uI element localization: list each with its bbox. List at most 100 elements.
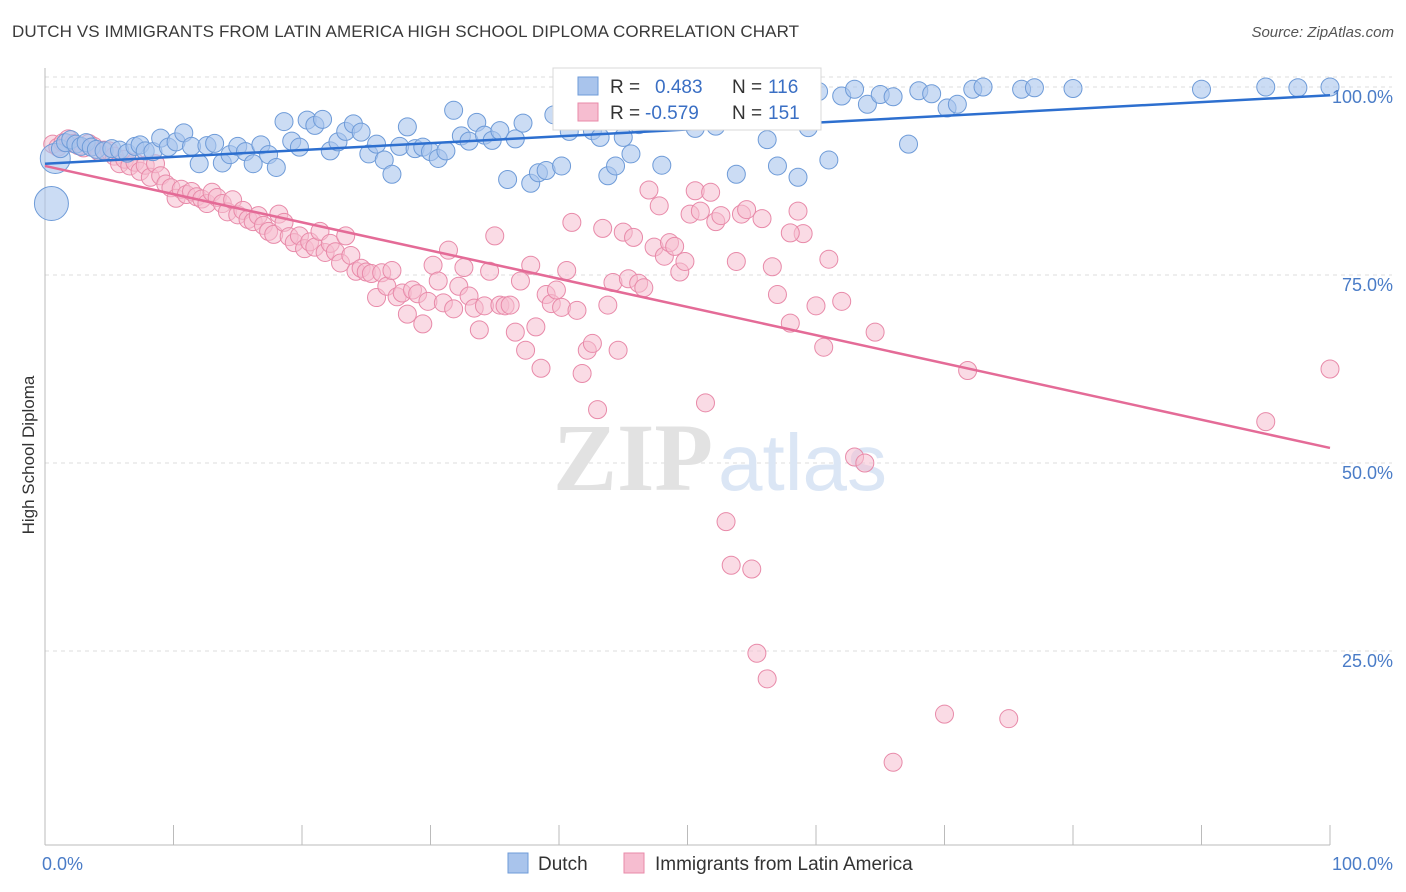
latin-point-107: [593, 218, 613, 238]
latin-point-154: [999, 709, 1019, 729]
dutch-point-48: [382, 164, 402, 184]
latin-point-139: [757, 669, 777, 689]
latin-point-130: [711, 206, 731, 226]
latin-point-74: [423, 255, 443, 275]
dutch-point-95: [767, 156, 787, 176]
latin-point-133: [726, 251, 746, 271]
dutch-point-33: [266, 157, 286, 177]
latin-point-136: [742, 559, 762, 579]
latin-point-72: [413, 314, 433, 334]
latin-point-151: [865, 322, 885, 342]
dutch-point-70: [552, 156, 572, 176]
y-tick-label-25: 25.0%: [1342, 651, 1393, 671]
dutch-point-75: [590, 127, 610, 147]
chart-title: DUTCH VS IMMIGRANTS FROM LATIN AMERICA H…: [12, 22, 800, 41]
latin-point-100: [557, 260, 577, 280]
latin-america-points: [43, 129, 1340, 772]
dutch-point-106: [899, 134, 919, 154]
latin-point-135: [737, 200, 757, 220]
dutch-point-65: [513, 113, 533, 133]
dutch-point-100: [819, 150, 839, 170]
latin-point-137: [747, 643, 767, 663]
bottom-legend-latin-swatch: [623, 852, 645, 874]
latin-point-95: [531, 358, 551, 378]
dutch-point-110: [947, 94, 967, 114]
latin-point-108: [598, 295, 618, 315]
dutch-point-44: [351, 122, 371, 142]
latin-point-94: [526, 317, 546, 337]
dutch-point-116: [1192, 79, 1211, 99]
dutch-point-94: [757, 130, 777, 150]
y-axis-label: High School Diploma: [19, 375, 38, 534]
legend-latin-n-label: N =: [732, 103, 762, 124]
legend-dutch-n-value: 116: [768, 77, 798, 98]
latin-point-89: [500, 295, 520, 315]
dutch-point-103: [857, 94, 877, 114]
watermark-zip: ZIP: [553, 404, 713, 511]
latin-point-148: [832, 291, 852, 311]
legend-latin-swatch: [577, 102, 599, 122]
dutch-point-115: [1063, 79, 1083, 99]
dutch-point-0: [33, 186, 69, 222]
latin-point-75: [428, 271, 448, 291]
dutch-point-56: [444, 100, 464, 120]
latin-point-92: [516, 340, 536, 360]
latin-point-106: [588, 400, 608, 420]
latin-point-118: [649, 196, 669, 216]
latin-point-150: [855, 453, 875, 473]
dutch-point-102: [845, 79, 865, 99]
bottom-legend-latin-label: Immigrants from Latin America: [655, 854, 913, 875]
dutch-point-91: [726, 164, 746, 184]
latin-point-152: [883, 752, 903, 772]
tick-labels: 25.0% 50.0% 75.0% 100.0% 0.0% 100.0%: [42, 87, 1393, 874]
dutch-points: [33, 77, 1340, 222]
y-tick-label-50: 50.0%: [1342, 463, 1393, 483]
dutch-point-63: [498, 169, 518, 189]
latin-point-126: [690, 201, 710, 221]
latin-point-103: [572, 364, 592, 384]
latin-point-147: [819, 249, 839, 269]
dutch-point-108: [922, 84, 942, 104]
latin-point-105: [582, 333, 602, 353]
dutch-point-77: [606, 156, 626, 176]
dutch-point-23: [189, 154, 209, 174]
dutch-point-50: [397, 117, 417, 137]
dutch-point-46: [367, 134, 387, 154]
latin-point-145: [806, 296, 826, 316]
latin-point-131: [716, 512, 736, 532]
y-tick-label-75: 75.0%: [1342, 275, 1393, 295]
legend-latin-n-value: 151: [768, 103, 800, 124]
latin-point-156: [1320, 359, 1340, 379]
bottom-legend: Dutch Immigrants from Latin America: [507, 852, 913, 875]
latin-point-101: [562, 212, 582, 232]
latin-point-93: [521, 255, 541, 275]
latin-point-86: [485, 226, 505, 246]
latin-point-155: [1256, 412, 1276, 432]
latin-point-146: [814, 337, 834, 357]
latin-point-110: [608, 340, 628, 360]
legend-dutch-swatch: [577, 76, 599, 96]
dutch-point-36: [289, 137, 309, 157]
legend-dutch-r-label: R =: [610, 77, 640, 98]
dutch-point-112: [973, 77, 993, 97]
bottom-legend-dutch-swatch: [507, 852, 529, 874]
latin-point-80: [454, 257, 474, 277]
legend-latin-r-value: -0.579: [645, 103, 699, 124]
latin-point-90: [505, 322, 525, 342]
dutch-point-39: [313, 109, 333, 129]
x-tick-label-max: 100.0%: [1332, 854, 1393, 874]
dutch-point-79: [621, 144, 641, 164]
latin-point-69: [397, 304, 417, 324]
latin-point-153: [935, 704, 954, 724]
dutch-point-97: [788, 167, 808, 187]
latin-point-123: [675, 251, 695, 271]
dutch-point-117: [1256, 77, 1276, 97]
bottom-legend-dutch-label: Dutch: [538, 854, 588, 875]
latin-point-115: [634, 278, 654, 298]
dutch-point-78: [613, 127, 633, 147]
latin-point-140: [762, 257, 782, 277]
latin-point-141: [767, 285, 787, 305]
latin-point-83: [469, 320, 489, 340]
dutch-point-30: [243, 154, 263, 174]
